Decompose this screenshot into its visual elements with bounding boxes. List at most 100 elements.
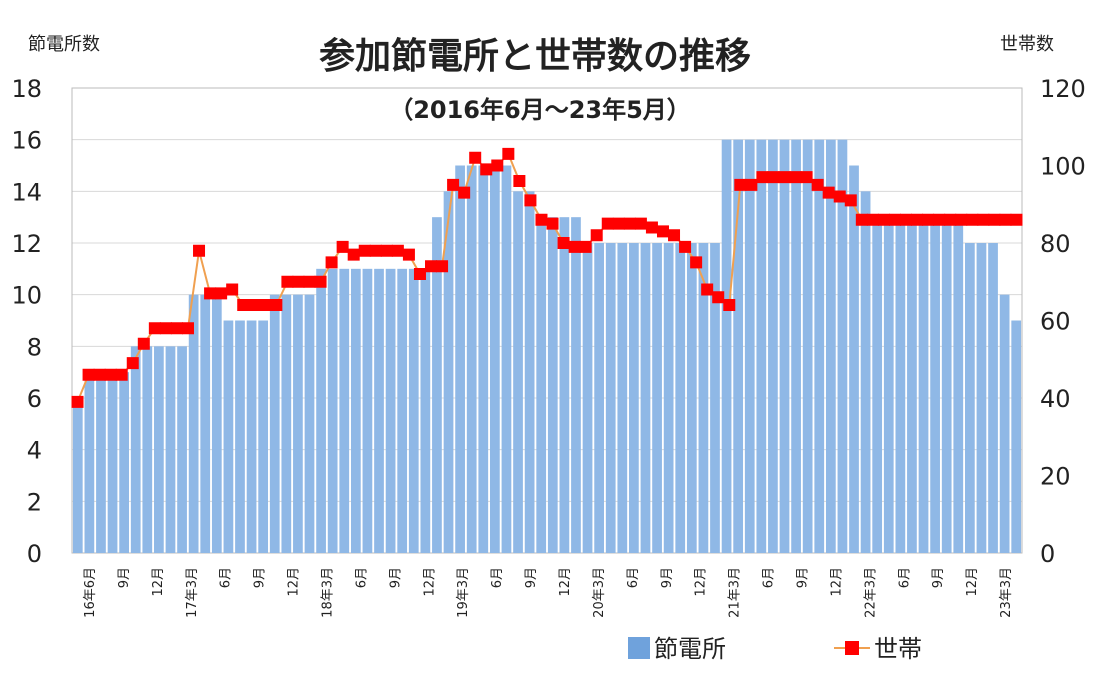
bar — [988, 243, 998, 553]
line-marker — [977, 213, 990, 226]
bar — [258, 320, 269, 553]
bar — [617, 243, 628, 553]
line-marker — [668, 229, 681, 242]
bar — [420, 268, 431, 553]
y-right-tick-label: 100 — [1040, 153, 1086, 181]
line-marker — [248, 299, 261, 311]
line-marker — [93, 368, 106, 381]
x-tick-label: 6月 — [354, 567, 369, 588]
x-tick-label: 9月 — [524, 567, 539, 588]
line-marker — [888, 213, 901, 226]
bar — [466, 165, 477, 553]
line-marker — [734, 178, 747, 191]
line-marker — [303, 275, 316, 288]
line-marker — [491, 159, 504, 172]
bar — [547, 217, 558, 554]
line-marker — [413, 268, 426, 280]
line-marker — [877, 213, 890, 226]
bar — [142, 346, 153, 553]
line-marker — [546, 217, 559, 230]
line-marker — [535, 213, 548, 226]
bar — [119, 372, 129, 553]
line-marker — [623, 217, 636, 230]
line-marker — [181, 322, 194, 335]
bar — [860, 191, 871, 553]
bar — [1011, 320, 1022, 553]
line-marker — [115, 368, 128, 381]
y-left-tick-label: 14 — [11, 178, 42, 206]
bar — [130, 346, 141, 553]
bar — [455, 165, 465, 553]
bar — [837, 139, 848, 554]
x-tick-label: 6月 — [626, 567, 641, 588]
bar — [536, 217, 547, 554]
line-marker — [137, 337, 150, 350]
bar — [385, 268, 396, 553]
bar — [849, 165, 859, 553]
legend-line-marker — [845, 641, 859, 655]
line-marker — [800, 171, 813, 184]
line-marker — [71, 395, 84, 408]
line-marker — [380, 244, 393, 257]
bar — [768, 139, 778, 554]
bar — [710, 243, 720, 553]
bar — [594, 243, 604, 553]
line-marker — [391, 244, 404, 257]
bar — [211, 294, 222, 553]
line-marker — [237, 299, 250, 311]
bar — [397, 268, 408, 553]
x-tick-label: 12月 — [151, 567, 166, 597]
y-right-tick-label: 60 — [1040, 308, 1071, 336]
bar — [165, 346, 176, 553]
line-marker — [922, 213, 935, 226]
x-tick-label: 12月 — [558, 567, 573, 597]
line-marker — [524, 194, 537, 207]
bar — [188, 294, 199, 553]
bar — [350, 268, 361, 553]
legend: 節電所 世帯 — [628, 635, 922, 663]
bar — [907, 217, 917, 554]
line-marker — [292, 275, 305, 288]
line-marker — [944, 213, 957, 226]
bar — [629, 243, 639, 553]
chart-subtitle: （2016年6月～23年5月） — [389, 96, 691, 124]
y-right-tick-label: 0 — [1040, 540, 1055, 568]
line-marker — [170, 322, 183, 335]
bar — [721, 139, 732, 554]
line-marker — [281, 275, 294, 288]
line-marker — [557, 237, 570, 249]
line-marker — [215, 287, 228, 300]
bar — [744, 139, 755, 554]
line-marker — [458, 186, 471, 199]
line-marker — [634, 217, 647, 230]
x-tick-label: 16年6月 — [83, 567, 98, 618]
line-marker — [314, 275, 327, 288]
line-marker — [325, 256, 338, 269]
bar — [293, 294, 303, 553]
line-marker — [402, 248, 415, 261]
line-marker — [679, 240, 692, 253]
bar — [408, 268, 419, 553]
bar — [883, 217, 894, 554]
bar — [524, 191, 535, 553]
y-left-tick-label: 6 — [27, 385, 42, 413]
line-marker — [900, 213, 913, 226]
line-marker — [159, 322, 172, 335]
bar — [779, 139, 790, 554]
bar — [177, 346, 187, 553]
bar — [513, 191, 523, 553]
line-marker — [723, 299, 736, 311]
bar — [316, 268, 326, 553]
line-marker — [126, 357, 139, 370]
y-right-tick-label: 120 — [1040, 75, 1086, 103]
line-marker — [767, 171, 780, 184]
bar — [478, 165, 489, 553]
line-marker — [148, 322, 161, 335]
line-marker — [425, 260, 438, 273]
y-right-tick-label: 20 — [1040, 463, 1071, 491]
y-left-tick-label: 0 — [27, 540, 42, 568]
x-tick-label: 23年3月 — [999, 567, 1014, 618]
bar — [304, 294, 315, 553]
x-tick-label: 6月 — [897, 567, 912, 588]
line-marker — [690, 256, 703, 269]
